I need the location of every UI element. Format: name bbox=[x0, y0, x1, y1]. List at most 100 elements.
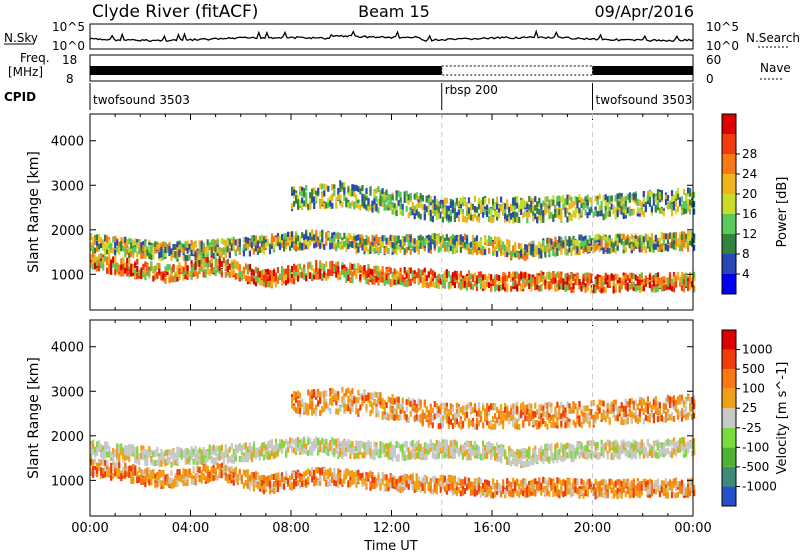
nsky-label: N.Sky bbox=[4, 31, 38, 45]
echo-cell bbox=[558, 195, 561, 202]
echo-cell bbox=[102, 239, 105, 246]
echo-cell bbox=[381, 269, 384, 276]
echo-cell bbox=[291, 277, 294, 284]
echo-cell bbox=[166, 452, 169, 459]
echo-cell bbox=[455, 234, 458, 241]
echo-cell bbox=[417, 278, 420, 285]
echo-cell bbox=[222, 451, 225, 458]
echo-cell bbox=[443, 452, 446, 459]
echo-cell bbox=[636, 207, 639, 214]
echo-cell bbox=[96, 265, 99, 272]
echo-cell bbox=[484, 445, 487, 451]
echo-cell bbox=[116, 452, 119, 459]
nsearch-tick-bottom: 10^0 bbox=[706, 39, 739, 53]
echo-cell bbox=[415, 192, 418, 199]
echo-cell bbox=[347, 233, 350, 240]
echo-cell bbox=[564, 244, 567, 251]
echo-cell bbox=[660, 285, 663, 292]
echo-cell bbox=[331, 441, 334, 448]
echo-cell bbox=[638, 279, 641, 286]
echo-cell bbox=[496, 237, 499, 243]
echo-cell bbox=[608, 445, 611, 452]
echo-cell bbox=[190, 250, 193, 256]
echo-cell bbox=[584, 445, 587, 452]
echo-cell bbox=[250, 446, 253, 453]
echo-cell bbox=[435, 446, 438, 453]
echo-cell bbox=[570, 250, 573, 257]
echo-cell bbox=[200, 265, 203, 272]
echo-cell bbox=[518, 457, 521, 464]
echo-cell bbox=[492, 241, 495, 248]
echo-cell bbox=[666, 245, 670, 251]
echo-cell bbox=[668, 203, 672, 209]
echo-cell bbox=[124, 236, 127, 243]
echo-cell bbox=[598, 193, 601, 200]
echo-cell bbox=[626, 194, 629, 201]
echo-cell bbox=[658, 448, 661, 455]
echo-cell bbox=[381, 200, 384, 207]
echo-cell bbox=[419, 276, 422, 283]
echo-cell bbox=[516, 202, 519, 209]
echo-cell bbox=[313, 203, 316, 209]
echo-cell bbox=[341, 182, 344, 189]
echo-cell bbox=[542, 217, 545, 223]
echo-cell bbox=[606, 196, 609, 203]
echo-cell bbox=[413, 238, 416, 245]
echo-cell bbox=[291, 265, 294, 272]
echo-cell bbox=[538, 197, 541, 204]
echo-cell bbox=[234, 239, 237, 246]
echo-cell bbox=[343, 195, 346, 202]
echo-cell bbox=[618, 277, 621, 284]
echo-cell bbox=[584, 201, 587, 208]
echo-cell bbox=[660, 208, 663, 215]
echo-cell bbox=[281, 234, 284, 241]
echo-cell bbox=[656, 272, 659, 279]
echo-cell bbox=[685, 233, 688, 240]
echo-cell bbox=[449, 282, 452, 289]
echo-cell bbox=[206, 263, 209, 270]
echo-cell bbox=[289, 240, 292, 247]
echo-cell bbox=[329, 269, 332, 276]
echo-cell bbox=[409, 441, 412, 448]
echo-cell bbox=[662, 276, 665, 283]
echo-cell bbox=[622, 233, 625, 240]
echo-cell bbox=[285, 450, 288, 457]
echo-cell bbox=[512, 249, 515, 256]
echo-cell bbox=[457, 215, 460, 222]
echo-cell bbox=[441, 452, 444, 459]
echo-cell bbox=[606, 274, 609, 281]
echo-cell bbox=[463, 444, 467, 451]
echo-cell bbox=[558, 273, 561, 280]
echo-cell bbox=[576, 206, 579, 213]
echo-cell bbox=[297, 263, 300, 270]
echo-cell bbox=[124, 247, 127, 254]
echo-cell bbox=[301, 244, 304, 251]
echo-cell bbox=[198, 260, 201, 266]
echo-cell bbox=[104, 441, 107, 448]
echo-cell bbox=[689, 199, 692, 206]
colorbar-tick-label: 20 bbox=[742, 187, 757, 201]
echo-cell bbox=[190, 260, 193, 267]
echo-cell bbox=[512, 198, 515, 205]
echo-cell bbox=[172, 266, 175, 273]
echo-cell bbox=[276, 277, 280, 284]
echo-cell bbox=[385, 245, 388, 252]
echo-cell bbox=[498, 236, 501, 243]
echo-cell bbox=[544, 443, 547, 450]
echo-cell bbox=[246, 241, 249, 248]
nsearch-label: N.Search bbox=[746, 31, 800, 45]
echo-cell bbox=[475, 285, 479, 292]
echo-cell bbox=[315, 266, 318, 273]
echo-cell bbox=[345, 276, 348, 283]
echo-cell bbox=[108, 451, 111, 458]
echo-cell bbox=[528, 449, 531, 456]
echo-cell bbox=[287, 440, 290, 447]
echo-cell bbox=[266, 275, 270, 282]
echo-cell bbox=[361, 185, 364, 191]
colorbar-swatch bbox=[722, 214, 736, 234]
echo-cell bbox=[584, 283, 587, 290]
echo-cell bbox=[270, 439, 274, 446]
echo-cell bbox=[178, 249, 181, 256]
echo-cell bbox=[387, 278, 390, 285]
